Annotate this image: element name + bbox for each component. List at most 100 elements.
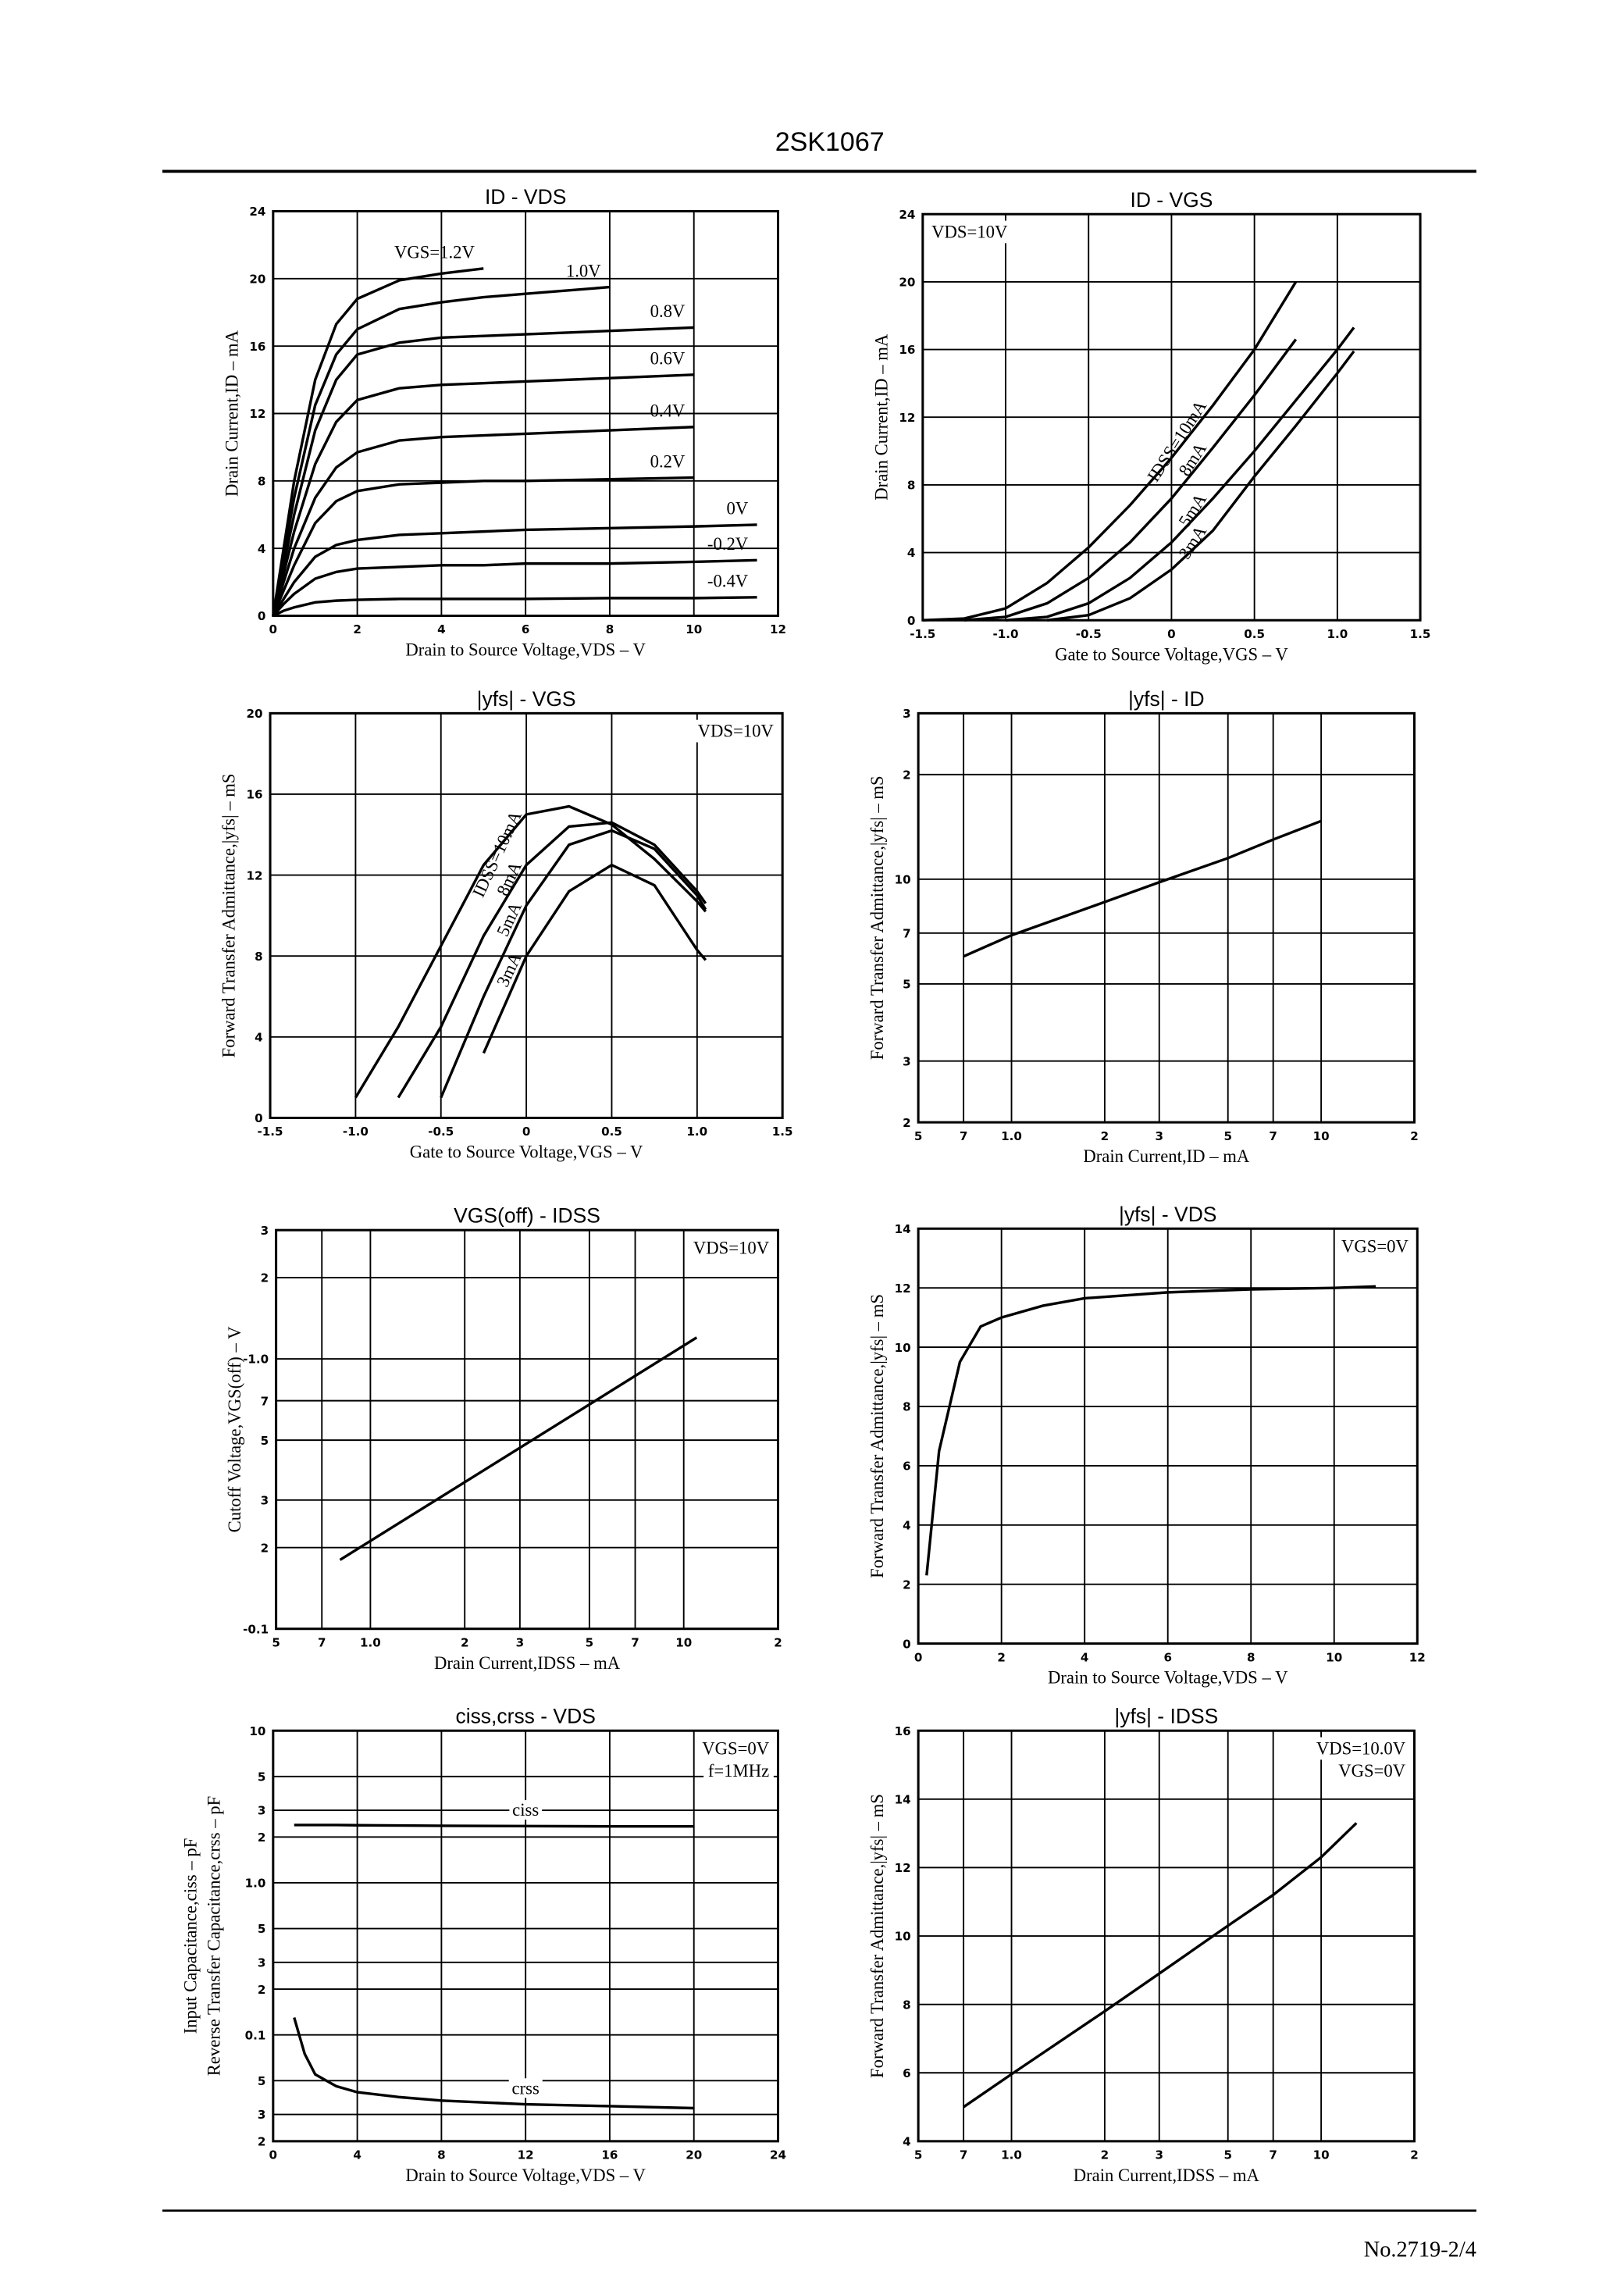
series-label: VGS=1.2V [394, 243, 475, 262]
x-tick-label: 1.5 [1410, 627, 1431, 641]
x-axis-label: Gate to Source Voltage,VGS – V [1055, 644, 1288, 664]
y-tick-label: -1.0 [243, 1353, 269, 1367]
x-tick-label: 8 [606, 622, 614, 636]
y-tick-label: 5 [261, 1434, 269, 1448]
annotation-background [1312, 1737, 1411, 1760]
annotation-background [1334, 1759, 1411, 1782]
annotation-background [703, 1759, 774, 1782]
y-tick-label: 2 [258, 2135, 266, 2149]
series-label: -0.4V [707, 572, 749, 591]
chart-title: VGS(off) - IDSS [454, 1204, 600, 1228]
data-line [922, 280, 1298, 622]
y-tick-label: 0 [255, 1111, 263, 1125]
y-tick-label: 16 [249, 340, 265, 354]
annotation-background [697, 1737, 775, 1760]
x-tick-label: 10 [1313, 2148, 1330, 2162]
x-tick-label: -0.5 [1076, 627, 1102, 641]
y-tick-label: 24 [249, 205, 265, 219]
x-tick-label: 5 [1223, 2148, 1232, 2162]
series-label: crss [512, 2078, 540, 2098]
x-tick-label: 7 [1269, 2148, 1277, 2162]
x-tick-label: 10 [675, 1635, 692, 1649]
x-tick-label: 8 [1247, 1650, 1255, 1664]
x-tick-label: -0.5 [428, 1125, 454, 1139]
y-tick-label: 10 [895, 1930, 911, 1944]
y-tick-label: 3 [261, 1493, 269, 1507]
y-tick-label: 20 [899, 276, 915, 290]
y-tick-label: 2 [903, 1577, 911, 1592]
x-tick-label: 10 [1326, 1650, 1342, 1664]
y-tick-label: 12 [249, 407, 265, 421]
y-tick-label: 16 [247, 788, 263, 802]
y-tick-label: 0 [907, 614, 916, 628]
plot-frame [917, 711, 1416, 1124]
annotation: VDS=10V [693, 1238, 770, 1257]
x-tick-label: 0 [1167, 627, 1176, 641]
x-tick-label: 2 [461, 1635, 469, 1649]
y-tick-label: 5 [258, 2074, 266, 2088]
annotation-background [693, 719, 779, 743]
data-line [272, 558, 757, 617]
data-line [925, 1285, 1376, 1576]
y-tick-label: 16 [899, 343, 915, 357]
x-tick-label: 10 [1313, 1129, 1330, 1143]
y-tick-label: 2 [261, 1541, 269, 1555]
series-label: 0.6V [650, 349, 686, 369]
x-tick-label: 0.5 [1244, 627, 1265, 641]
y-tick-label: -0.1 [243, 1622, 269, 1636]
x-tick-label: 4 [1081, 1650, 1089, 1664]
y-tick-label: 1.0 [245, 1877, 266, 1891]
data-line [963, 338, 1298, 622]
x-tick-label: 5 [1223, 1129, 1232, 1143]
x-tick-label: -1.0 [343, 1125, 369, 1139]
x-tick-label: 7 [1269, 1129, 1277, 1143]
chart-title: ciss,crss - VDS [455, 1705, 595, 1728]
y-tick-label: 0.1 [245, 2028, 266, 2042]
x-axis-label: Drain to Source Voltage,VDS – V [405, 2166, 646, 2185]
x-tick-label: 1.0 [1327, 627, 1348, 641]
y-tick-label: 14 [895, 1792, 911, 1806]
chart-title: |yfs| - VDS [1119, 1203, 1217, 1226]
x-tick-label: 0 [269, 2148, 278, 2162]
y-tick-label: 8 [907, 479, 916, 493]
x-tick-label: 6 [522, 622, 530, 636]
x-tick-label: 20 [686, 2148, 702, 2162]
plot-frame [275, 1228, 780, 1631]
y-axis-label: Forward Transfer Admittance,|yfs| – mS [219, 773, 239, 1057]
y-tick-label: 12 [895, 1861, 911, 1875]
y-tick-label: 6 [903, 2066, 911, 2080]
chart-title: |yfs| - IDSS [1114, 1705, 1218, 1728]
x-tick-label: 1.0 [1001, 1129, 1022, 1143]
y-axis-label: Forward Transfer Admittance,|yfs| – mS [867, 1794, 887, 2078]
y-tick-label: 14 [895, 1222, 911, 1236]
plot-frame [917, 1227, 1419, 1645]
plot-frame [917, 1729, 1416, 2143]
y-tick-label: 12 [247, 868, 263, 882]
data-line [1005, 326, 1355, 622]
data-line [339, 1336, 698, 1561]
series-label: 0.4V [650, 401, 686, 421]
x-tick-label: 1.0 [1001, 2148, 1022, 2162]
series-label: 1.0V [566, 261, 601, 280]
y-tick-label: 12 [899, 411, 915, 425]
x-axis-label: Drain to Source Voltage,VDS – V [1048, 1668, 1288, 1688]
y-tick-label: 3 [258, 1804, 266, 1818]
annotation: VDS=10V [698, 722, 775, 741]
page-number: No.2719-2/4 [1364, 2237, 1476, 2262]
data-line [272, 476, 694, 617]
x-tick-label: 10 [686, 622, 702, 636]
x-tick-label: 3 [516, 1635, 525, 1649]
annotation: VGS=0V [1338, 1761, 1406, 1781]
data-line [440, 829, 707, 1099]
page-title: 2SK1067 [775, 127, 885, 157]
x-tick-label: 1.0 [360, 1635, 381, 1649]
x-tick-label: 0 [269, 622, 278, 636]
annotation: VGS=0V [702, 1738, 770, 1758]
y-tick-label: 4 [255, 1031, 263, 1045]
chart-title: |yfs| - VGS [477, 687, 576, 711]
label-background [509, 1800, 543, 1820]
x-tick-label: 5 [914, 1129, 923, 1143]
data-line [482, 863, 707, 1054]
